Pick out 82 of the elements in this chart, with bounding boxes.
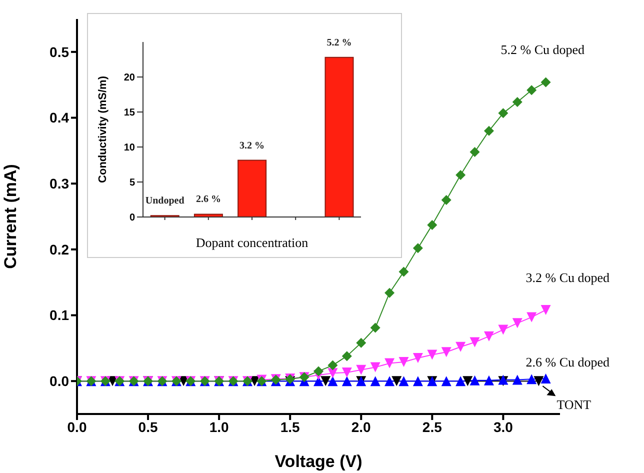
point <box>498 324 508 335</box>
y-tick-label: 5 <box>129 178 136 189</box>
point <box>370 362 380 372</box>
point <box>398 376 409 386</box>
x-tick-label: Undoped <box>145 196 185 207</box>
point <box>384 358 395 368</box>
y-tick-label: 20 <box>124 72 136 84</box>
y-tick-label: 0.1 <box>50 307 70 324</box>
y-tick-label: 0.0 <box>50 373 70 390</box>
point <box>540 373 551 384</box>
legend-label: TONT <box>556 397 592 412</box>
point <box>441 376 452 386</box>
point <box>512 96 522 107</box>
x-tick-label: 2.5 <box>422 418 442 435</box>
bar <box>324 56 354 217</box>
point <box>356 338 366 348</box>
point <box>314 366 324 376</box>
point <box>456 376 466 386</box>
y-axis-title: Current (mA) <box>1 164 20 269</box>
point <box>328 376 338 386</box>
point <box>540 304 551 315</box>
point <box>512 318 522 328</box>
x-tick-label: 5.2 % <box>326 37 352 48</box>
point <box>392 376 402 386</box>
point <box>456 170 466 180</box>
point <box>470 375 480 386</box>
point <box>412 243 423 254</box>
point <box>456 342 466 352</box>
point <box>526 85 537 96</box>
point <box>370 376 380 386</box>
y-tick-label: 10 <box>124 142 136 154</box>
point <box>498 108 508 118</box>
bar <box>238 160 267 217</box>
point <box>384 376 395 386</box>
y-tick-label: 15 <box>124 108 136 119</box>
point <box>328 368 338 378</box>
series-label: 3.2 % Cu doped <box>526 270 610 285</box>
point <box>441 195 452 206</box>
x-axis-title: Dopant concentration <box>196 235 309 250</box>
point <box>534 376 544 386</box>
point <box>342 376 352 386</box>
x-tick-label: 3.2 % <box>240 140 265 152</box>
y-tick-label: 0 <box>129 212 136 224</box>
x-tick-label: 2.6 % <box>196 194 221 206</box>
point <box>484 331 494 342</box>
point <box>540 77 551 88</box>
point <box>526 374 537 384</box>
series-label: 2.6 % Cu doped <box>526 354 610 370</box>
point <box>398 356 409 367</box>
point <box>462 376 473 386</box>
point <box>412 353 423 364</box>
text: 5.2 % Cu doped <box>500 42 586 58</box>
x-tick-label: 0.0 <box>67 418 87 435</box>
point <box>526 312 537 322</box>
y-tick-label: 0.3 <box>50 176 70 192</box>
y-tick-label: 0.4 <box>50 110 70 126</box>
point <box>398 266 409 277</box>
point <box>412 376 423 386</box>
point <box>342 351 352 362</box>
point <box>470 146 480 157</box>
x-tick-label: 1.5 <box>280 418 300 435</box>
x-axis-title: Voltage (V) <box>274 452 362 471</box>
point <box>484 375 494 386</box>
y-tick-label: 0.2 <box>50 241 70 258</box>
point <box>427 220 438 230</box>
point <box>484 126 494 136</box>
point <box>370 322 380 333</box>
point <box>470 337 480 348</box>
bar <box>194 214 223 217</box>
point <box>320 376 331 386</box>
x-tick-label: 1.0 <box>209 418 229 435</box>
point <box>441 347 452 358</box>
point <box>328 360 338 370</box>
point <box>384 288 395 298</box>
x-tick-label: 2.0 <box>351 418 372 435</box>
y-axis-title: Conductivity (mS/m) <box>96 76 109 183</box>
x-tick-label: 3.0 <box>493 418 514 435</box>
point <box>342 368 352 378</box>
y-tick-label: 0.5 <box>50 44 70 60</box>
point <box>427 350 438 360</box>
point <box>512 374 522 385</box>
point <box>356 364 366 375</box>
